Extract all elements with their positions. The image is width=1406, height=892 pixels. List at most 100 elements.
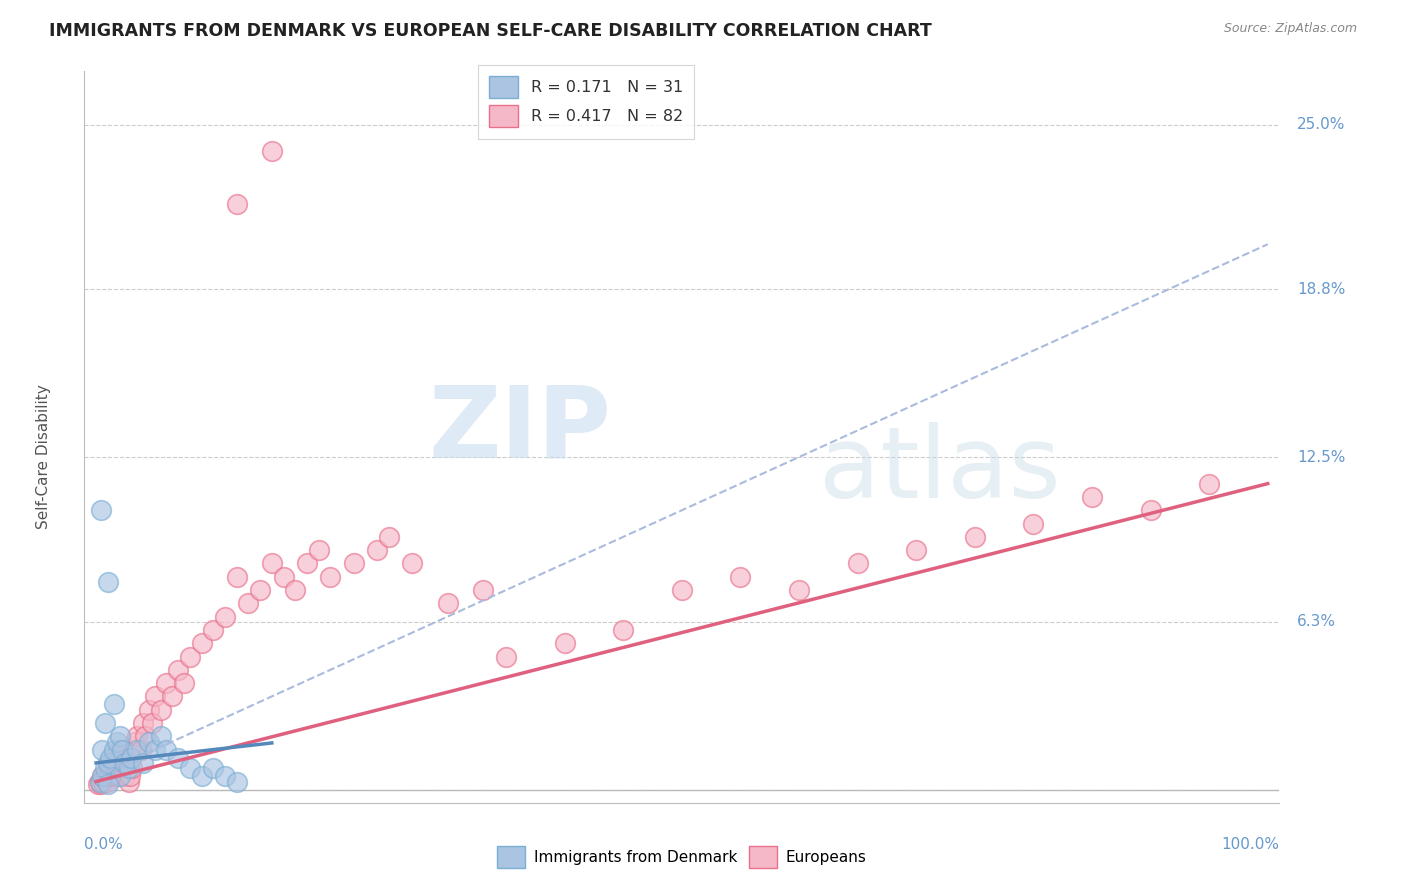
Point [90, 777, 112, 791]
Point [143, 690, 166, 704]
Point [730, 570, 752, 584]
Point [671, 582, 693, 597]
Point [89, 774, 111, 789]
Point [155, 742, 177, 756]
Point [138, 734, 160, 748]
Text: 25.0%: 25.0% [1298, 117, 1346, 132]
Point [114, 756, 136, 770]
Point [202, 623, 225, 637]
Point [122, 742, 145, 756]
Point [118, 774, 141, 789]
Point [214, 769, 236, 783]
Point [138, 703, 160, 717]
Text: 12.5%: 12.5% [1298, 450, 1346, 465]
Point [97, 756, 120, 770]
Point [260, 144, 283, 158]
Point [108, 729, 131, 743]
Text: 0.0%: 0.0% [84, 838, 124, 853]
Point [162, 690, 183, 704]
Point [249, 582, 271, 597]
Text: 6.3%: 6.3% [1298, 615, 1336, 630]
Point [87, 777, 110, 791]
Point [114, 769, 136, 783]
Legend: Immigrants from Denmark, Europeans: Immigrants from Denmark, Europeans [489, 838, 875, 876]
Point [93, 772, 115, 786]
Point [112, 750, 135, 764]
Point [105, 734, 128, 748]
Point [260, 557, 283, 571]
Point [225, 774, 247, 789]
Point [98, 750, 121, 764]
Point [319, 570, 342, 584]
Point [100, 756, 122, 770]
Point [149, 703, 172, 717]
Point [225, 197, 247, 211]
Point [273, 570, 295, 584]
Point [343, 557, 366, 571]
Text: Source: ZipAtlas.com: Source: ZipAtlas.com [1223, 22, 1357, 36]
Point [117, 756, 139, 770]
Point [554, 636, 576, 650]
Point [111, 742, 134, 756]
Point [91, 774, 114, 789]
Point [111, 761, 134, 775]
Point [108, 761, 131, 775]
Point [112, 756, 135, 770]
Point [132, 716, 155, 731]
Point [115, 761, 138, 775]
Text: Self-Care Disability: Self-Care Disability [35, 384, 51, 530]
Point [103, 742, 125, 756]
Point [295, 557, 318, 571]
Point [202, 761, 225, 775]
Point [366, 543, 388, 558]
Point [94, 716, 117, 731]
Point [90, 769, 114, 783]
Point [107, 769, 129, 783]
Point [143, 742, 166, 756]
Point [1139, 503, 1161, 517]
Point [173, 676, 195, 690]
Point [1022, 516, 1045, 531]
Point [141, 716, 163, 731]
Point [104, 750, 127, 764]
Point [103, 698, 125, 712]
Point [132, 756, 155, 770]
Point [103, 761, 125, 775]
Text: atlas: atlas [818, 422, 1060, 519]
Point [179, 649, 201, 664]
Point [190, 636, 212, 650]
Text: ZIP: ZIP [429, 382, 612, 479]
Point [1198, 476, 1220, 491]
Point [308, 543, 330, 558]
Point [155, 676, 177, 690]
Point [612, 623, 634, 637]
Point [105, 761, 127, 775]
Point [284, 582, 307, 597]
Point [846, 557, 869, 571]
Point [118, 761, 141, 775]
Point [401, 557, 423, 571]
Point [124, 734, 146, 748]
Point [495, 649, 517, 664]
Point [98, 766, 120, 780]
Point [89, 774, 111, 789]
Point [121, 761, 143, 775]
Point [149, 729, 172, 743]
Point [98, 761, 121, 775]
Point [108, 742, 131, 756]
Point [179, 761, 201, 775]
Point [97, 761, 120, 775]
Point [1081, 490, 1104, 504]
Point [214, 609, 236, 624]
Point [225, 570, 247, 584]
Point [90, 503, 112, 517]
Point [905, 543, 928, 558]
Point [120, 750, 142, 764]
Point [101, 769, 124, 783]
Point [471, 582, 494, 597]
Point [190, 769, 212, 783]
Point [94, 761, 117, 775]
Point [167, 663, 190, 677]
Text: IMMIGRANTS FROM DENMARK VS EUROPEAN SELF-CARE DISABILITY CORRELATION CHART: IMMIGRANTS FROM DENMARK VS EUROPEAN SELF… [49, 22, 932, 40]
Point [94, 769, 117, 783]
